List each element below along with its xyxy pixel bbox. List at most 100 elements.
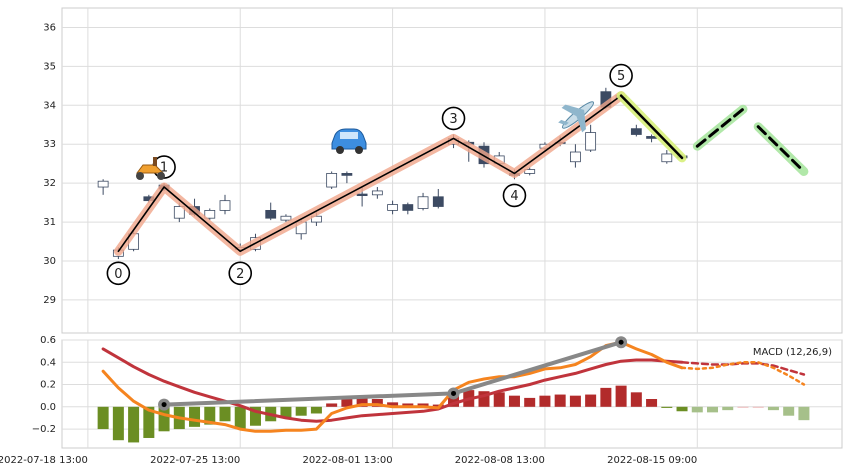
- histogram-bar: [295, 406, 307, 416]
- histogram-bar: [326, 403, 338, 407]
- wave-point-center: [161, 402, 167, 408]
- wave-label: 1: [160, 161, 168, 176]
- wave-label: 5: [617, 69, 625, 84]
- histogram-bar: [234, 406, 246, 430]
- x-tick-label: 2022-08-15 09:00: [607, 455, 697, 466]
- histogram-bar: [310, 406, 322, 414]
- histogram-bar: [783, 406, 795, 416]
- candle-body: [661, 153, 673, 163]
- candle-body: [311, 215, 322, 223]
- histogram-bar: [539, 395, 551, 407]
- histogram-bar: [143, 406, 155, 438]
- candle-body: [219, 200, 231, 211]
- wave-label: 0: [114, 267, 122, 282]
- histogram-bar: [417, 403, 429, 407]
- candle-body: [326, 173, 338, 188]
- trend-line: [619, 94, 684, 160]
- panel-title: MACD (12,26,9): [753, 347, 832, 358]
- candle-body: [204, 209, 216, 219]
- x-tick-label: 2022-07-25 13:00: [150, 455, 240, 466]
- histogram-bar: [493, 392, 505, 407]
- histogram-bar: [508, 395, 520, 407]
- histogram-bar: [661, 406, 673, 408]
- histogram-bar: [249, 406, 261, 426]
- wave-label: 4: [510, 189, 518, 204]
- airplane-icon: [558, 101, 595, 133]
- histogram-bar: [158, 406, 170, 432]
- histogram-bar: [219, 406, 231, 422]
- histogram-bar: [204, 406, 216, 425]
- macd-line: [101, 340, 684, 433]
- histogram-bar: [554, 394, 566, 407]
- y-tick-label: 0.4: [40, 357, 56, 368]
- candle-body: [585, 132, 597, 151]
- y-tick-label: 0.2: [40, 380, 56, 391]
- y-tick-label: 29: [43, 295, 56, 306]
- x-tick-label: 2022-08-08 13:00: [455, 455, 545, 466]
- candle-body: [432, 196, 444, 207]
- candle-body: [280, 215, 292, 221]
- wave-label-circle: [609, 63, 633, 88]
- price-panel: [61, 7, 843, 334]
- candle-body: [371, 190, 383, 196]
- wave-label-circle: [106, 261, 131, 286]
- candle-body: [356, 193, 368, 197]
- histogram-bar: [448, 393, 460, 407]
- candle-body: [402, 204, 414, 211]
- histogram-bar: [691, 406, 703, 413]
- histogram-bar: [371, 399, 383, 407]
- wave-point-center: [451, 390, 457, 396]
- candle-body: [569, 151, 581, 163]
- wave-label-circle: [502, 183, 527, 208]
- histogram-bar: [615, 385, 627, 407]
- histogram-bar: [387, 402, 399, 407]
- y-tick-label: −0.2: [32, 424, 56, 435]
- projection-line: [695, 107, 745, 148]
- projection-line: [756, 125, 806, 173]
- histogram-bar: [341, 399, 353, 407]
- histogram-bar: [112, 406, 124, 441]
- histogram-bar: [478, 391, 490, 407]
- candle-body: [265, 209, 277, 219]
- candle-body: [417, 196, 429, 209]
- y-tick-label: 30: [43, 256, 56, 267]
- histogram-bar: [630, 392, 642, 407]
- histogram-bar: [402, 403, 414, 407]
- histogram-bar: [128, 406, 140, 443]
- signal-line: [101, 347, 684, 423]
- x-tick-label: 2022-08-01 13:00: [302, 455, 392, 466]
- y-tick-label: 32: [43, 178, 56, 189]
- histogram-bar: [676, 406, 688, 412]
- histogram-bar: [752, 406, 764, 408]
- histogram-bar: [767, 406, 779, 411]
- histogram-bar: [97, 406, 109, 430]
- histogram-bar: [722, 406, 734, 411]
- wave-label: 2: [236, 267, 244, 282]
- y-tick-label: 0.6: [40, 335, 56, 346]
- histogram-bar: [707, 406, 719, 413]
- car-icon: [331, 128, 367, 154]
- candle-body: [341, 173, 353, 176]
- candle-body: [173, 206, 185, 219]
- wave-label-circle: [441, 106, 466, 131]
- wave-label: 3: [449, 112, 457, 127]
- histogram-bar: [569, 395, 581, 407]
- y-tick-label: 36: [43, 22, 56, 33]
- histogram-bar: [189, 406, 201, 427]
- wave-line: [117, 94, 622, 253]
- histogram-bar: [798, 406, 810, 421]
- x-tick-label: 2022-07-18 13:00: [0, 455, 88, 466]
- histogram-bar: [356, 397, 368, 407]
- histogram-bar: [600, 387, 612, 407]
- candle-body: [387, 204, 398, 211]
- histogram-bar: [280, 406, 292, 418]
- histogram-bar: [585, 394, 597, 407]
- histogram-bar: [524, 397, 536, 407]
- y-tick-label: 33: [43, 139, 56, 150]
- scooter-icon: [136, 157, 165, 180]
- candle-body: [97, 180, 109, 188]
- wave-label-circle: [228, 261, 253, 286]
- wave-point-center: [618, 339, 624, 345]
- y-tick-label: 34: [43, 100, 56, 111]
